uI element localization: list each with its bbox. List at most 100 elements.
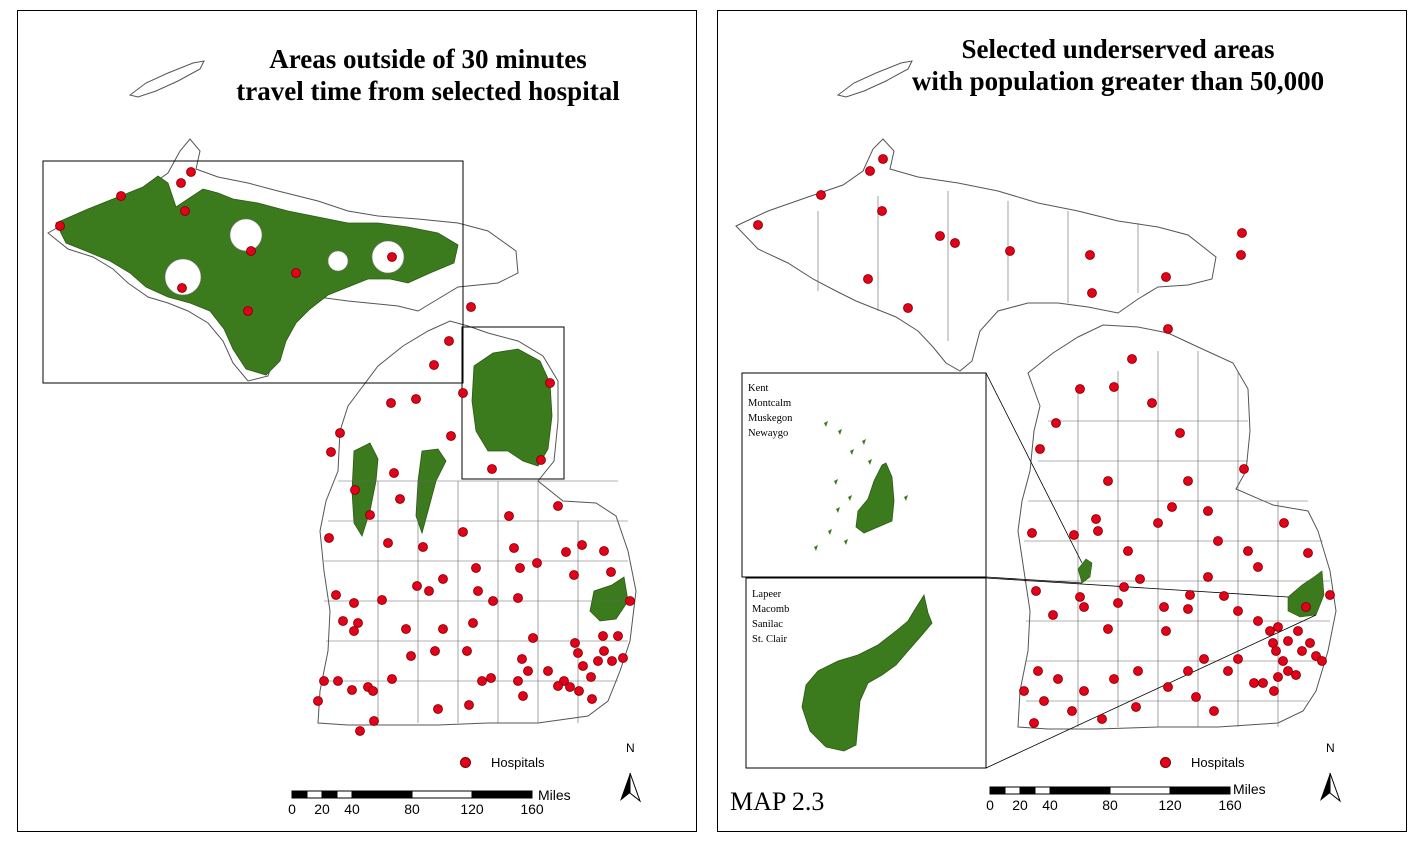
hospital-marker bbox=[565, 682, 575, 692]
hospital-marker bbox=[406, 651, 416, 661]
hospital-marker bbox=[319, 676, 329, 686]
hospital-marker bbox=[1123, 546, 1133, 556]
hospital-marker bbox=[1079, 686, 1089, 696]
hospital-marker bbox=[377, 595, 387, 605]
hospital-marker bbox=[387, 252, 397, 262]
hospital-marker bbox=[1249, 678, 1259, 688]
hospital-marker bbox=[816, 190, 826, 200]
hospital-marker bbox=[518, 691, 528, 701]
hospital-marker bbox=[1279, 518, 1289, 528]
hospital-marker bbox=[1213, 536, 1223, 546]
hospital-marker bbox=[517, 654, 527, 664]
hospital-marker bbox=[243, 306, 253, 316]
scale-tick-label: 80 bbox=[404, 801, 420, 817]
hospital-marker bbox=[1253, 616, 1263, 626]
hospital-marker bbox=[418, 542, 428, 552]
hospital-marker bbox=[1317, 656, 1327, 666]
hospital-marker bbox=[1271, 646, 1281, 656]
hospital-marker bbox=[1185, 590, 1195, 600]
scale-tick-label: 0 bbox=[986, 797, 994, 813]
hospital-marker bbox=[513, 593, 523, 603]
inset-east-county-list: Lapeer Macomb Sanilac St. Clair bbox=[752, 587, 789, 647]
hospital-marker bbox=[401, 624, 411, 634]
scale-bar-segment bbox=[306, 790, 323, 799]
hospital-marker bbox=[487, 464, 497, 474]
left-map-canvas bbox=[42, 60, 642, 803]
hospital-marker bbox=[1199, 654, 1209, 664]
hospital-marker bbox=[1291, 670, 1301, 680]
hospital-marker bbox=[1053, 674, 1063, 684]
hospital-marker bbox=[586, 672, 596, 682]
map-title-line2: travel time from selected hospital bbox=[236, 76, 620, 106]
scale-bar-segment bbox=[321, 790, 338, 799]
hospital-marker bbox=[55, 221, 65, 231]
hospital-marker bbox=[1127, 354, 1137, 364]
hospital-marker bbox=[1163, 682, 1173, 692]
inset-leader-line bbox=[985, 576, 1083, 584]
hospital-marker bbox=[625, 596, 635, 606]
map-title-line2: with population greater than 50,000 bbox=[911, 66, 1325, 96]
hospital-marker bbox=[1301, 602, 1311, 612]
hospital-marker bbox=[753, 220, 763, 230]
hospital-marker bbox=[504, 511, 514, 521]
hospital-marker bbox=[515, 563, 525, 573]
hospital-marker bbox=[543, 666, 553, 676]
hospital-marker bbox=[863, 274, 873, 284]
north-arrow-icon bbox=[620, 772, 642, 803]
inset-county-name: Montcalm bbox=[748, 398, 792, 409]
hospital-marker bbox=[1035, 444, 1045, 454]
scale-bar-segment bbox=[1004, 786, 1021, 795]
hospital-marker bbox=[369, 716, 379, 726]
hospital-marker bbox=[513, 676, 523, 686]
hospital-marker bbox=[477, 676, 487, 686]
hospital-marker bbox=[1269, 686, 1279, 696]
hospital-marker bbox=[1203, 572, 1213, 582]
map-id-label: MAP 2.3 bbox=[730, 787, 825, 816]
hospital-marker bbox=[335, 428, 345, 438]
hospital-marker bbox=[347, 685, 357, 695]
hospital-marker bbox=[553, 501, 563, 511]
hospital-marker bbox=[532, 558, 542, 568]
hospital-marker bbox=[1325, 590, 1335, 600]
focus-box-up bbox=[42, 160, 464, 384]
scale-tick-label: 120 bbox=[1158, 797, 1182, 813]
scale-unit: Miles bbox=[1233, 781, 1266, 797]
hospital-marker bbox=[877, 206, 887, 216]
north-arrow-icon bbox=[1320, 772, 1342, 803]
hospital-marker bbox=[338, 616, 348, 626]
scale-bar-segment bbox=[1019, 786, 1036, 795]
scale-bar-segment bbox=[1169, 786, 1231, 795]
inset-county-name: Macomb bbox=[752, 604, 790, 615]
map-title-line1: Areas outside of 30 minutes bbox=[269, 44, 587, 74]
hospital-marker bbox=[1191, 692, 1201, 702]
hospital-marker bbox=[1273, 622, 1283, 632]
legend-label: Hospitals bbox=[1191, 755, 1245, 770]
selected-area-west bbox=[1077, 558, 1093, 584]
hospital-marker bbox=[350, 485, 360, 495]
hospital-marker bbox=[488, 596, 498, 606]
hospital-marker bbox=[1293, 626, 1303, 636]
hospital-marker bbox=[1283, 636, 1293, 646]
hospital-marker bbox=[1163, 324, 1173, 334]
hospital-marker bbox=[1085, 250, 1095, 260]
hospital-marker bbox=[1109, 382, 1119, 392]
hospital-marker bbox=[462, 646, 472, 656]
inset-leader-line bbox=[985, 614, 1317, 769]
north-label: N bbox=[1326, 741, 1335, 755]
hospital-marker bbox=[116, 191, 126, 201]
scale-bar-segment bbox=[1109, 786, 1171, 795]
hospital-marker bbox=[1029, 718, 1039, 728]
hospital-marker bbox=[1283, 666, 1293, 676]
lower-peninsula-outline bbox=[317, 320, 637, 726]
hospital-marker bbox=[1048, 610, 1058, 620]
hospital-marker bbox=[1209, 706, 1219, 716]
right-map-panel: Selected underserved areas with populati… bbox=[717, 10, 1407, 832]
underserved-area-up bbox=[55, 175, 459, 376]
hospital-marker bbox=[446, 431, 456, 441]
hospital-marker bbox=[1051, 418, 1061, 428]
hospital-marker bbox=[1027, 528, 1037, 538]
hospital-marker bbox=[1131, 702, 1141, 712]
scale-tick-label: 0 bbox=[288, 801, 296, 817]
hospital-marker bbox=[246, 246, 256, 256]
hospital-marker bbox=[1019, 686, 1029, 696]
